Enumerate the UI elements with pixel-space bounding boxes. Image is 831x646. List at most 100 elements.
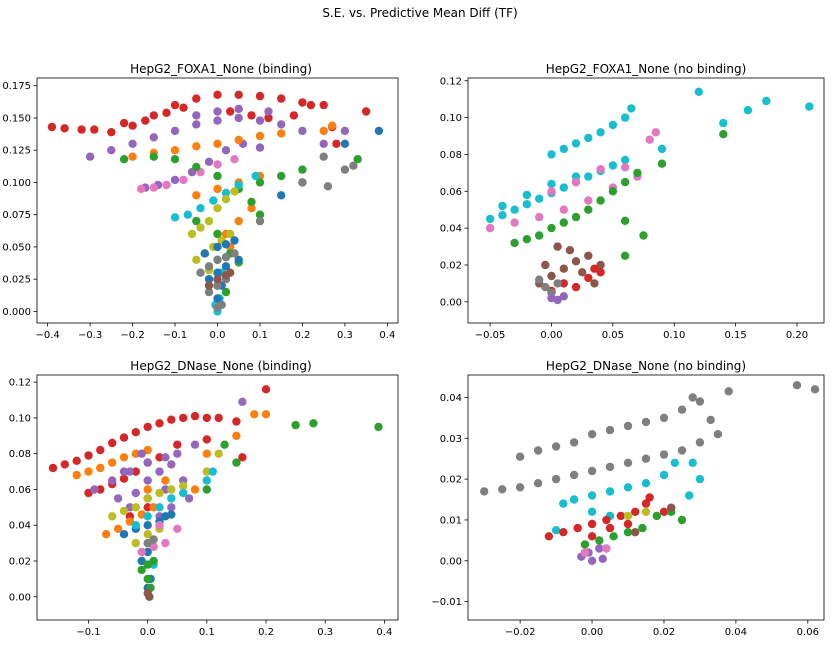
scatter-point bbox=[247, 197, 256, 206]
scatter-point bbox=[659, 450, 669, 459]
scatter-point bbox=[480, 487, 489, 496]
scatter-point bbox=[547, 223, 556, 233]
scatter-point bbox=[485, 214, 495, 224]
scatter-point bbox=[571, 282, 581, 292]
scatter-point bbox=[623, 519, 633, 529]
scatter-point bbox=[641, 454, 651, 463]
axes-frame bbox=[467, 374, 825, 621]
scatter-point bbox=[155, 467, 164, 476]
y-tick-label: 0.125 bbox=[2, 146, 31, 157]
scatter-point bbox=[631, 507, 640, 516]
scatter-point bbox=[238, 397, 247, 406]
scatter-point bbox=[264, 113, 273, 123]
scatter-point bbox=[639, 231, 648, 240]
scatter-point bbox=[119, 474, 129, 483]
scatter-point bbox=[226, 268, 235, 277]
scatter-point bbox=[551, 474, 561, 484]
scatter-point bbox=[137, 449, 146, 458]
scatter-point bbox=[145, 592, 154, 601]
scatter-point bbox=[623, 528, 633, 537]
scatter-point bbox=[192, 142, 201, 151]
scatter-point bbox=[161, 453, 170, 462]
scatter-point bbox=[119, 467, 129, 476]
scatter-point bbox=[608, 161, 618, 170]
scatter-point bbox=[569, 470, 579, 480]
scatter-point bbox=[119, 433, 129, 442]
scatter-point bbox=[510, 218, 519, 227]
x-tick-label: 0.06 bbox=[797, 627, 819, 638]
scatter-point bbox=[547, 271, 556, 281]
scatter-point bbox=[792, 381, 802, 390]
scatter-point bbox=[596, 268, 605, 277]
scatter-point bbox=[535, 275, 544, 284]
scatter-point bbox=[677, 446, 687, 455]
scatter-point bbox=[584, 273, 593, 283]
scatter-point bbox=[277, 94, 286, 103]
scatter-point bbox=[277, 129, 286, 138]
scatter-point bbox=[202, 435, 211, 444]
scatter-point bbox=[77, 125, 86, 134]
y-tick-label: 0.08 bbox=[440, 150, 462, 161]
scatter-point bbox=[143, 458, 152, 467]
scatter-point bbox=[125, 467, 135, 476]
scatter-point bbox=[291, 420, 300, 430]
scatter-point bbox=[620, 216, 630, 225]
panel-dnase-no-binding: HepG2_DNase_None (no binding) −0.02 0.00 0… bbox=[431, 359, 825, 638]
scatter-point bbox=[213, 204, 222, 213]
scatter-point bbox=[143, 521, 152, 530]
y-tick-label: 0.150 bbox=[2, 113, 31, 124]
y-tick-label: 0.175 bbox=[2, 81, 31, 92]
scatter-point bbox=[587, 430, 597, 439]
scatter-point bbox=[559, 528, 568, 537]
scatter-point bbox=[190, 440, 200, 449]
panel-title: HepG2_FOXA1_None (no binding) bbox=[546, 62, 747, 76]
scatter-point bbox=[213, 160, 222, 169]
scatter-point bbox=[221, 188, 231, 197]
scatter-point bbox=[204, 281, 214, 290]
scatter-point bbox=[498, 201, 507, 211]
scatter-point bbox=[587, 507, 597, 516]
scatter-point bbox=[213, 303, 222, 312]
x-tick-label: −0.3 bbox=[78, 330, 102, 341]
scatter-point bbox=[340, 139, 350, 148]
x-tick-label: 0.20 bbox=[786, 330, 808, 341]
scatter-point bbox=[510, 238, 519, 248]
scatter-point bbox=[143, 476, 152, 485]
y-tick-label: 0.02 bbox=[440, 260, 462, 271]
scatter-point bbox=[232, 458, 241, 467]
scatter-point bbox=[587, 466, 597, 476]
scatter-point bbox=[602, 544, 611, 553]
y-tick-label: 0.04 bbox=[440, 224, 462, 235]
scatter-point bbox=[204, 275, 214, 284]
scatter-point bbox=[220, 440, 229, 449]
scatter-point bbox=[298, 98, 307, 107]
scatter-point bbox=[596, 260, 605, 270]
scatter-point bbox=[48, 463, 58, 473]
scatter-point bbox=[645, 135, 654, 144]
scatter-point bbox=[620, 177, 630, 187]
scatter-point bbox=[214, 413, 223, 423]
scatter-point bbox=[510, 205, 519, 214]
scatter-point bbox=[677, 405, 687, 414]
panel-title: HepG2_DNase_None (binding) bbox=[130, 359, 311, 373]
scatter-point bbox=[547, 187, 556, 196]
scatter-point bbox=[255, 143, 265, 152]
scatter-point bbox=[192, 255, 201, 264]
scatter-point bbox=[204, 216, 214, 226]
y-tick-label: 0.06 bbox=[440, 187, 462, 198]
scatter-point bbox=[605, 425, 615, 435]
y-tick-label: 0.03 bbox=[440, 434, 462, 445]
scatter-point bbox=[498, 211, 507, 220]
scatter-point bbox=[143, 503, 152, 512]
scatter-point bbox=[587, 491, 597, 500]
x-tick-label: 0.15 bbox=[724, 330, 746, 341]
y-tick-label: −0.01 bbox=[431, 597, 462, 608]
scatter-point bbox=[251, 171, 260, 181]
scatter-point bbox=[340, 165, 350, 174]
scatter-point bbox=[143, 574, 152, 584]
scatter-point bbox=[553, 279, 562, 288]
scatter-point bbox=[202, 413, 211, 423]
scatter-point bbox=[261, 410, 271, 419]
scatter-point bbox=[170, 155, 180, 164]
scatter-point bbox=[659, 413, 669, 423]
